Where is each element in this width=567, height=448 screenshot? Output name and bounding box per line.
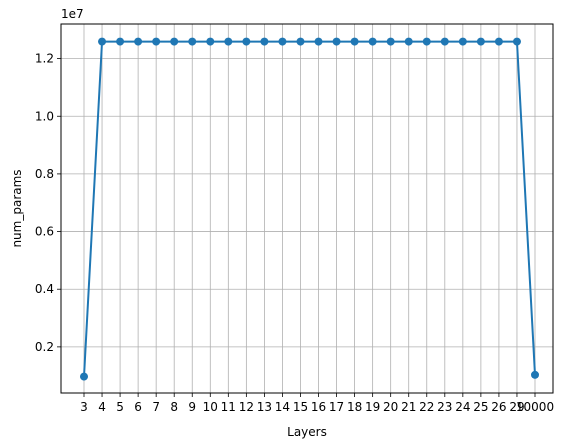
x-tick-label: 24 xyxy=(455,400,470,414)
x-tick-label: 11 xyxy=(221,400,236,414)
data-point xyxy=(494,37,503,46)
data-point xyxy=(476,37,485,46)
data-point xyxy=(170,37,179,46)
data-point xyxy=(116,37,125,46)
x-tick-label: 9 xyxy=(188,400,196,414)
y-tick-label: 0.8 xyxy=(35,167,54,181)
y-tick-label: 1.2 xyxy=(35,52,54,66)
data-point xyxy=(458,37,467,46)
x-tick-label: 7 xyxy=(152,400,160,414)
data-point xyxy=(404,37,413,46)
data-point xyxy=(188,37,197,46)
data-point xyxy=(332,37,341,46)
data-point xyxy=(440,37,449,46)
data-point xyxy=(224,37,233,46)
x-tick-label: 3 xyxy=(80,400,88,414)
y-axis-label: num_params xyxy=(10,169,24,247)
x-tick-label: 23 xyxy=(437,400,452,414)
x-tick-label: 17 xyxy=(329,400,344,414)
x-tick-label: 16 xyxy=(311,400,326,414)
data-point xyxy=(422,37,431,46)
axes-frame xyxy=(60,23,554,394)
x-tick-label: 6 xyxy=(134,400,142,414)
x-tick-label: 5 xyxy=(116,400,124,414)
x-tick-label: 18 xyxy=(347,400,362,414)
x-tick-label: 29 xyxy=(509,400,524,414)
data-point xyxy=(98,37,107,46)
data-point xyxy=(386,37,395,46)
series-line xyxy=(83,40,536,377)
data-point xyxy=(531,370,539,379)
x-tick-label: 8 xyxy=(170,400,178,414)
data-point xyxy=(350,37,359,46)
data-point xyxy=(296,37,305,46)
x-tick-label: 10000 xyxy=(516,400,554,414)
x-tick-label: 13 xyxy=(257,400,272,414)
data-point xyxy=(134,37,143,46)
data-point xyxy=(512,37,521,46)
grid xyxy=(61,24,553,393)
y-offset-label: 1e7 xyxy=(61,7,84,21)
x-tick-label: 10 xyxy=(203,400,218,414)
x-axis-label: Layers xyxy=(287,425,327,439)
x-tick-label: 15 xyxy=(293,400,308,414)
x-tick-label: 12 xyxy=(239,400,254,414)
y-tick-label: 0.4 xyxy=(35,282,54,296)
x-tick-label: 19 xyxy=(365,400,380,414)
x-tick-label: 26 xyxy=(491,400,506,414)
data-point xyxy=(242,37,251,46)
x-tick-label: 25 xyxy=(473,400,488,414)
data-point xyxy=(314,37,323,46)
x-tick-label: 22 xyxy=(419,400,434,414)
y-tick-label: 0.6 xyxy=(35,225,54,239)
data-point xyxy=(278,37,287,46)
data-point xyxy=(152,37,161,46)
x-tick-label: 4 xyxy=(98,400,106,414)
y-tick-label: 0.2 xyxy=(35,340,54,354)
data-point xyxy=(206,37,215,46)
x-tick-label: 21 xyxy=(401,400,416,414)
ticks: 3 4 5 6 7 8 9 10 11 12 13 14 15 16 17 18 19 20 21 22 23 24 25 2… xyxy=(35,52,554,414)
data-point xyxy=(80,372,88,381)
data-point xyxy=(368,37,377,46)
x-tick-label: 14 xyxy=(275,400,290,414)
series-num-params xyxy=(80,37,539,381)
data-point xyxy=(260,37,269,46)
y-tick-label: 1.0 xyxy=(35,109,54,123)
x-tick-label: 20 xyxy=(383,400,398,414)
